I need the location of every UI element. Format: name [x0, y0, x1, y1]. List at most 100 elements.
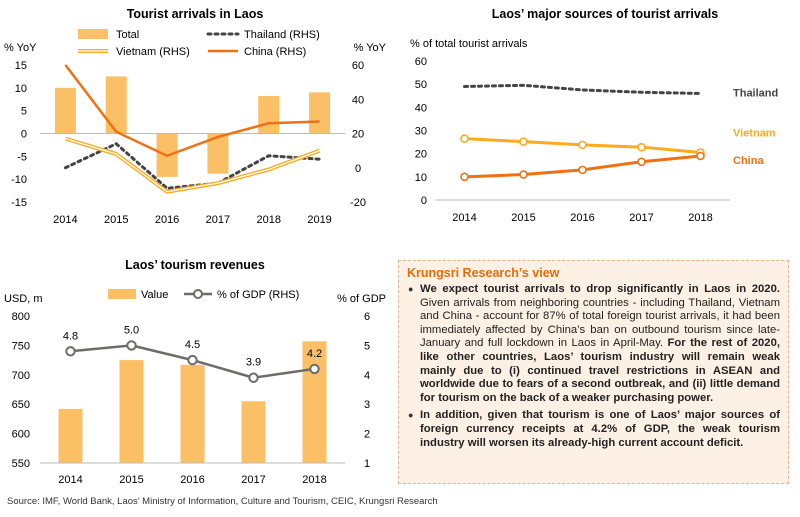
bar-total-2014	[54, 87, 76, 134]
right-tick-label: 20	[352, 129, 364, 141]
left-tick-label: -10	[11, 174, 27, 186]
point-china-2018	[696, 151, 705, 161]
point-gdp-2018	[309, 363, 320, 375]
point-gdp-2015	[126, 340, 137, 351]
y-axis-left-label: % YoY	[4, 42, 37, 54]
left-tick-label: 800	[12, 311, 30, 323]
right-tick-label: 2	[364, 429, 370, 441]
line-vietnam-core	[65, 138, 320, 193]
data-label-gdp-2015: 5.0	[124, 324, 139, 336]
right-tick-label: 4	[364, 370, 370, 382]
point-vietnam-2015	[519, 137, 528, 146]
view-bullets: We expect tourist arrivals to drop signi…	[407, 283, 780, 450]
bar-total-2019	[309, 92, 331, 134]
x-tick-label: 2019	[307, 214, 331, 226]
x-tick-label: 2016	[155, 214, 179, 226]
view-bullet-1-outlook: For the rest of 2020, like other countri…	[420, 337, 780, 404]
x-tick-label: 2014	[53, 214, 77, 226]
line-thailand	[463, 83, 702, 95]
x-tick-label: 2016	[570, 212, 594, 224]
major-sources-chart: Laos’ major sources of tourist arrivals%…	[410, 7, 778, 224]
point-china-2014	[460, 172, 469, 182]
y-tick-label: 20	[415, 149, 427, 161]
legend-china-label: China (RHS)	[244, 46, 306, 58]
legend-value-label: Value	[141, 289, 168, 301]
point-china-2017	[637, 157, 646, 167]
bar-value-2015	[119, 360, 144, 463]
legend-vietnam-label: Vietnam (RHS)	[116, 46, 190, 58]
x-tick-label: 2017	[206, 214, 230, 226]
chart-title: Laos’ tourism revenues	[125, 258, 265, 272]
left-tick-label: 700	[12, 370, 30, 382]
bar-value-2018	[302, 341, 327, 463]
left-tick-label: 5	[21, 106, 27, 118]
legend-gdp-marker	[193, 289, 203, 299]
left-tick-label: 15	[15, 60, 27, 72]
bar-total-2017	[207, 133, 229, 174]
data-label-gdp-2018: 4.2	[307, 348, 322, 360]
tourist-arrivals-chart: Tourist arrivals in Laos Total Thailand (R…	[4, 7, 387, 226]
legend-bar-swatch	[78, 29, 108, 39]
x-tick-label: 2018	[302, 474, 326, 486]
view-title: Krungsri Research’s view	[407, 266, 560, 280]
legend-gdp-label: % of GDP (RHS)	[217, 289, 299, 301]
x-tick-label: 2015	[104, 214, 128, 226]
series-label-china: China	[733, 155, 764, 167]
series-label-vietnam: Vietnam	[733, 128, 776, 140]
bar-total-2015	[105, 76, 127, 134]
view-bullet-1-lead: We expect tourist arrivals to drop signi…	[420, 283, 780, 295]
bar-value-2014	[58, 408, 83, 463]
line-china	[64, 64, 320, 158]
y-axis-right-label: % YoY	[354, 42, 387, 54]
right-tick-label: 60	[352, 60, 364, 72]
x-tick-label: 2014	[58, 474, 82, 486]
right-tick-label: 3	[364, 399, 370, 411]
point-vietnam-2017	[637, 142, 646, 152]
y-tick-label: 50	[415, 79, 427, 91]
view-bullet-1-body: Given arrivals from neighboring countrie…	[420, 296, 780, 350]
tourism-revenues-chart: Laos’ tourism revenues Value % of GDP (RHS…	[4, 258, 386, 486]
point-china-2015	[519, 170, 528, 179]
view-bullet-2-text: In addition, given that tourism is one o…	[420, 409, 780, 449]
point-vietnam-2014	[460, 134, 469, 143]
data-label-gdp-2017: 3.9	[246, 357, 261, 369]
point-vietnam-2016	[578, 140, 587, 150]
bar-value-2016	[180, 364, 205, 463]
point-gdp-2014	[65, 346, 76, 357]
krungsri-view-panel: Krungsri Research’s view We expect touri…	[398, 260, 789, 484]
left-tick-label: 650	[12, 399, 30, 411]
left-tick-label: -15	[11, 197, 27, 209]
right-tick-label: 1	[364, 458, 370, 470]
point-china-2016	[578, 165, 587, 175]
x-tick-label: 2016	[180, 474, 204, 486]
right-tick-label: 6	[364, 311, 370, 323]
data-label-gdp-2016: 4.5	[185, 339, 200, 351]
x-tick-label: 2017	[629, 212, 653, 224]
right-tick-label: -20	[350, 197, 366, 209]
y-tick-label: 30	[415, 126, 427, 138]
legend-total-label: Total	[116, 29, 139, 41]
x-tick-label: 2015	[511, 212, 535, 224]
left-tick-label: 0	[21, 129, 27, 141]
bar-total-2018	[258, 96, 280, 134]
series-label-thailand: Thailand	[733, 87, 778, 99]
y-tick-label: 10	[415, 172, 427, 184]
point-gdp-2016	[187, 354, 198, 366]
left-tick-label: -5	[17, 151, 27, 163]
left-tick-label: 550	[12, 458, 30, 470]
view-bullet-2: In addition, given that tourism is one o…	[408, 409, 780, 450]
y-axis-label: % of total tourist arrivals	[410, 38, 528, 50]
x-tick-label: 2018	[688, 212, 712, 224]
chart-title: Laos’ major sources of tourist arrivals	[492, 7, 719, 21]
right-tick-label: 0	[355, 163, 361, 175]
left-tick-label: 10	[15, 83, 27, 95]
data-label-gdp-2014: 4.8	[63, 330, 78, 342]
x-tick-label: 2014	[452, 212, 476, 224]
y-tick-label: 0	[421, 195, 427, 207]
y-tick-label: 40	[415, 102, 427, 114]
point-gdp-2017	[248, 372, 259, 383]
view-bullet-1: We expect tourist arrivals to drop signi…	[408, 283, 780, 405]
bar-value-2017	[241, 401, 266, 463]
chart-title: Tourist arrivals in Laos	[127, 7, 264, 21]
x-tick-label: 2017	[241, 474, 265, 486]
